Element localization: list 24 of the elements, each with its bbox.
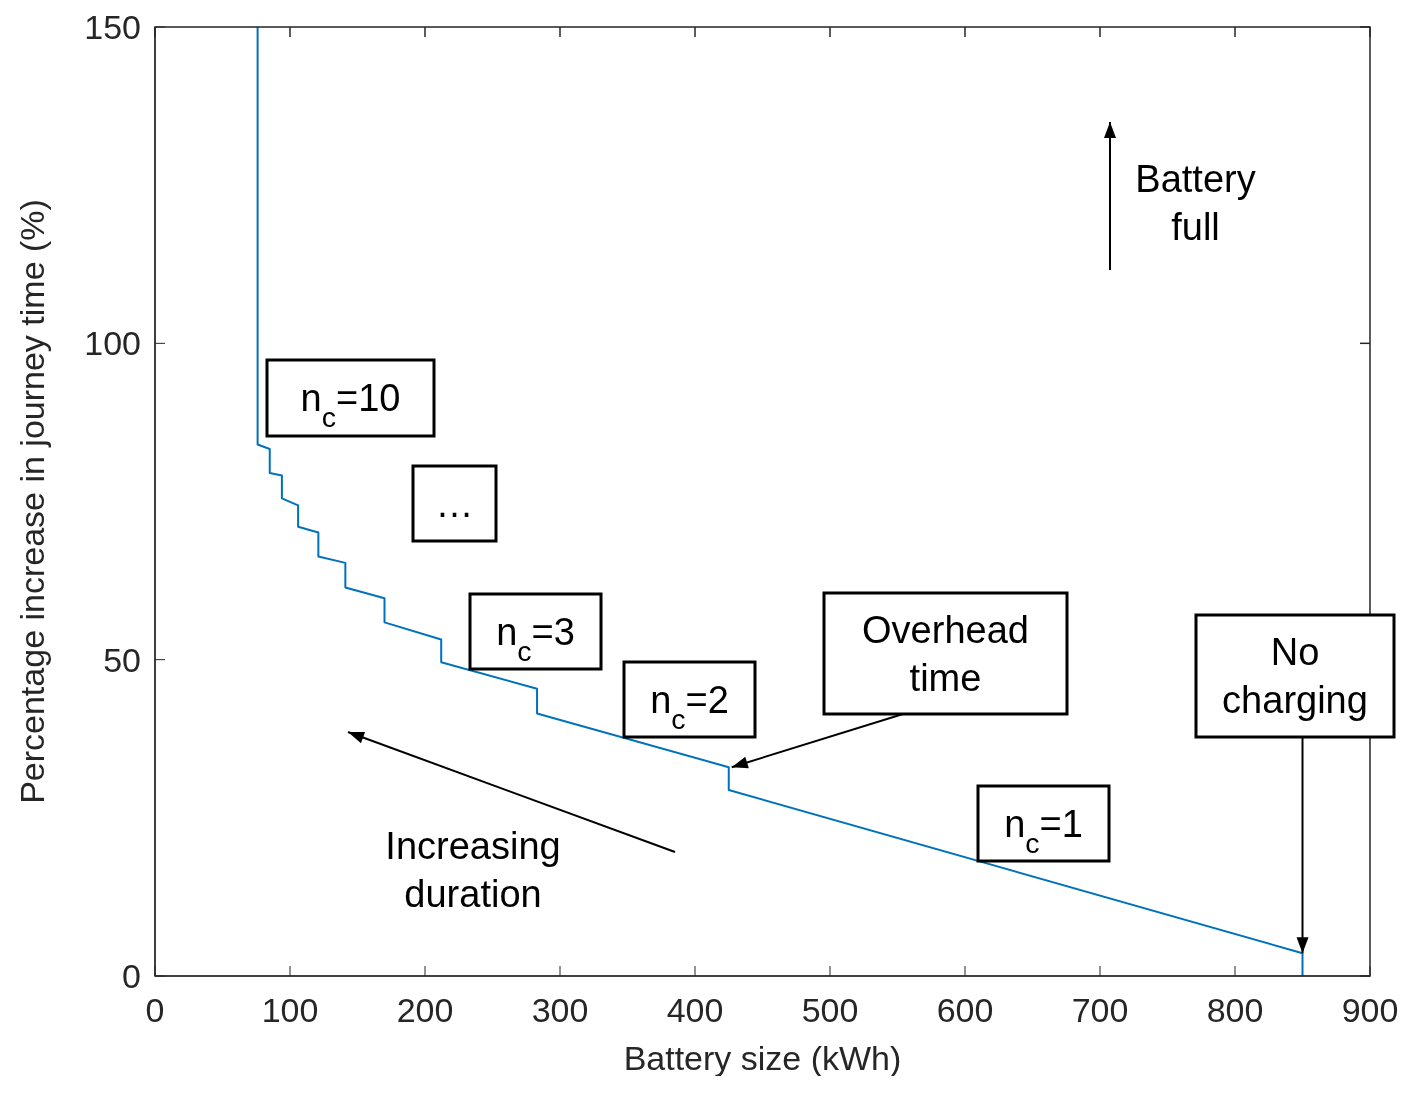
x-tick-label: 600 xyxy=(936,991,994,1030)
annotation: … xyxy=(435,482,474,525)
x-tick-label: 100 xyxy=(261,991,319,1030)
annotation: No charging xyxy=(1222,631,1368,721)
y-tick-label: 100 xyxy=(84,324,141,363)
x-tick-label: 400 xyxy=(666,991,724,1030)
x-tick-label: 700 xyxy=(1071,991,1129,1030)
x-tick-label: 500 xyxy=(801,991,859,1030)
y-tick-label: 150 xyxy=(84,8,141,47)
annotation: n$_{c}$=1 xyxy=(1004,802,1083,859)
x-tick-label: 200 xyxy=(396,991,454,1030)
annotation: Overhead time xyxy=(862,608,1029,699)
x-tick-label: 800 xyxy=(1206,991,1264,1030)
y-tick-label: 0 xyxy=(122,957,141,996)
y-tick-label: 50 xyxy=(103,640,141,679)
x-tick-label: 300 xyxy=(531,991,589,1030)
annotation: n$_{c}$=2 xyxy=(650,678,729,735)
annotation: n$_{c}$=3 xyxy=(496,610,575,667)
x-tick-label: 900 xyxy=(1341,991,1399,1030)
annotation: Increasing duration xyxy=(385,825,561,915)
annotation: n$_{c}$=10 xyxy=(300,377,401,433)
annotation: Battery full xyxy=(1135,158,1256,248)
x-tick-label: 0 xyxy=(145,991,165,1030)
y-axis-title: Percentage increase in journey time (%) xyxy=(13,199,52,804)
